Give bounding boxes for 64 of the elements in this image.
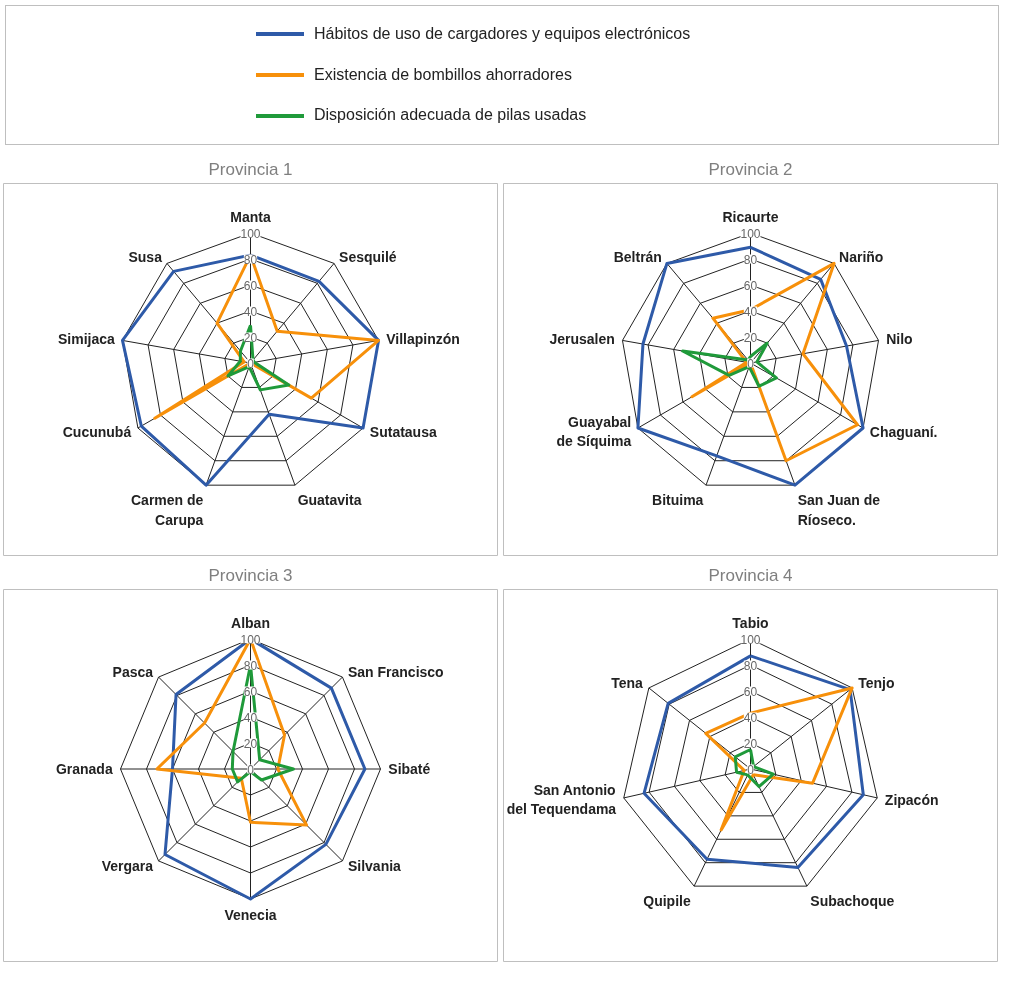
y-tick-label: 20	[243, 330, 258, 345]
spoke-label: Simijaca	[57, 331, 116, 348]
spoke-label: Beltrán	[613, 249, 662, 266]
chart-title: Provincia 3	[208, 565, 293, 585]
chart-title: Provincia 4	[708, 565, 793, 585]
spoke-label: Tabio	[732, 615, 769, 632]
spoke-label: Ricaurte	[722, 209, 779, 226]
spoke-label: Sesquilé	[339, 249, 397, 266]
y-tick-label: 60	[243, 684, 258, 699]
y-tick-label: 60	[243, 278, 258, 293]
y-tick-label: 80	[243, 658, 258, 673]
legend-label: Hábitos de uso de cargadores y equipos electrónicos	[314, 23, 691, 44]
spoke-label: Sibaté	[388, 761, 431, 777]
y-tick-label: 40	[243, 304, 258, 319]
spoke-label: Guatavita	[297, 492, 362, 509]
spoke-label: Sutatausa	[369, 423, 437, 440]
spoke-label: Jerusalen	[549, 331, 615, 348]
legend-label: Disposición adecuada de pilas usadas	[314, 105, 587, 126]
y-tick-label: 0	[247, 762, 255, 777]
y-tick-label: 60	[743, 278, 758, 293]
y-tick-label: 40	[743, 710, 758, 725]
y-tick-label: 0	[747, 762, 755, 777]
spoke-label: Silvania	[347, 858, 402, 875]
spoke-label: Zipacón	[884, 791, 939, 808]
legend-label: Existencia de bombillos ahorradores	[314, 64, 572, 85]
spoke-label: San Juan de Ríoseco.	[797, 492, 881, 528]
spoke-label: Tenjo	[858, 675, 895, 692]
spoke-label: Granada	[55, 761, 113, 777]
spoke-label: Subachoque	[810, 893, 895, 910]
spoke-label: San Francisco	[347, 663, 444, 680]
spoke-label: Bituima	[652, 492, 704, 509]
text: Provincia 1	[208, 159, 293, 179]
spoke-label: Manta	[230, 209, 271, 226]
y-tick-label: 80	[743, 252, 758, 267]
y-tick-label: 0	[247, 356, 255, 371]
spoke-label: Alban	[231, 615, 270, 632]
spoke-label: San Antonio del Tequendama	[506, 782, 617, 818]
spoke-label: Carmen de Carupa	[131, 492, 204, 528]
spoke-label: Nilo	[886, 331, 913, 348]
y-tick-label: 100	[240, 632, 261, 647]
spoke-label: Venecia	[224, 906, 277, 923]
spoke-label: Quipile	[643, 893, 691, 910]
spoke-label: Nariño	[839, 249, 884, 266]
y-tick-label: 40	[243, 710, 258, 725]
y-tick-label: 20	[743, 330, 758, 345]
y-tick-label: 80	[743, 658, 758, 673]
y-tick-label: 40	[743, 304, 758, 319]
spoke-label: Susa	[128, 249, 163, 266]
spoke-label: Villapinzón	[386, 331, 460, 348]
chart-title: Provincia 2	[708, 159, 793, 179]
y-tick-label: 80	[243, 252, 258, 267]
y-tick-label: 100	[740, 226, 761, 241]
spoke-label: Guayabal de Síquima	[556, 414, 632, 450]
spoke-label: Tena	[611, 675, 643, 692]
y-tick-label: 100	[240, 226, 261, 241]
spoke-label: Chaguaní.	[869, 423, 938, 440]
y-tick-label: 100	[740, 632, 761, 647]
y-tick-label: 20	[243, 736, 258, 751]
y-tick-label: 0	[747, 356, 755, 371]
spoke-label: Vergara	[101, 858, 154, 875]
y-tick-label: 60	[743, 684, 758, 699]
y-tick-label: 20	[743, 736, 758, 751]
spoke-label: Cucunubá	[62, 423, 132, 440]
spoke-label: Pasca	[112, 663, 154, 680]
